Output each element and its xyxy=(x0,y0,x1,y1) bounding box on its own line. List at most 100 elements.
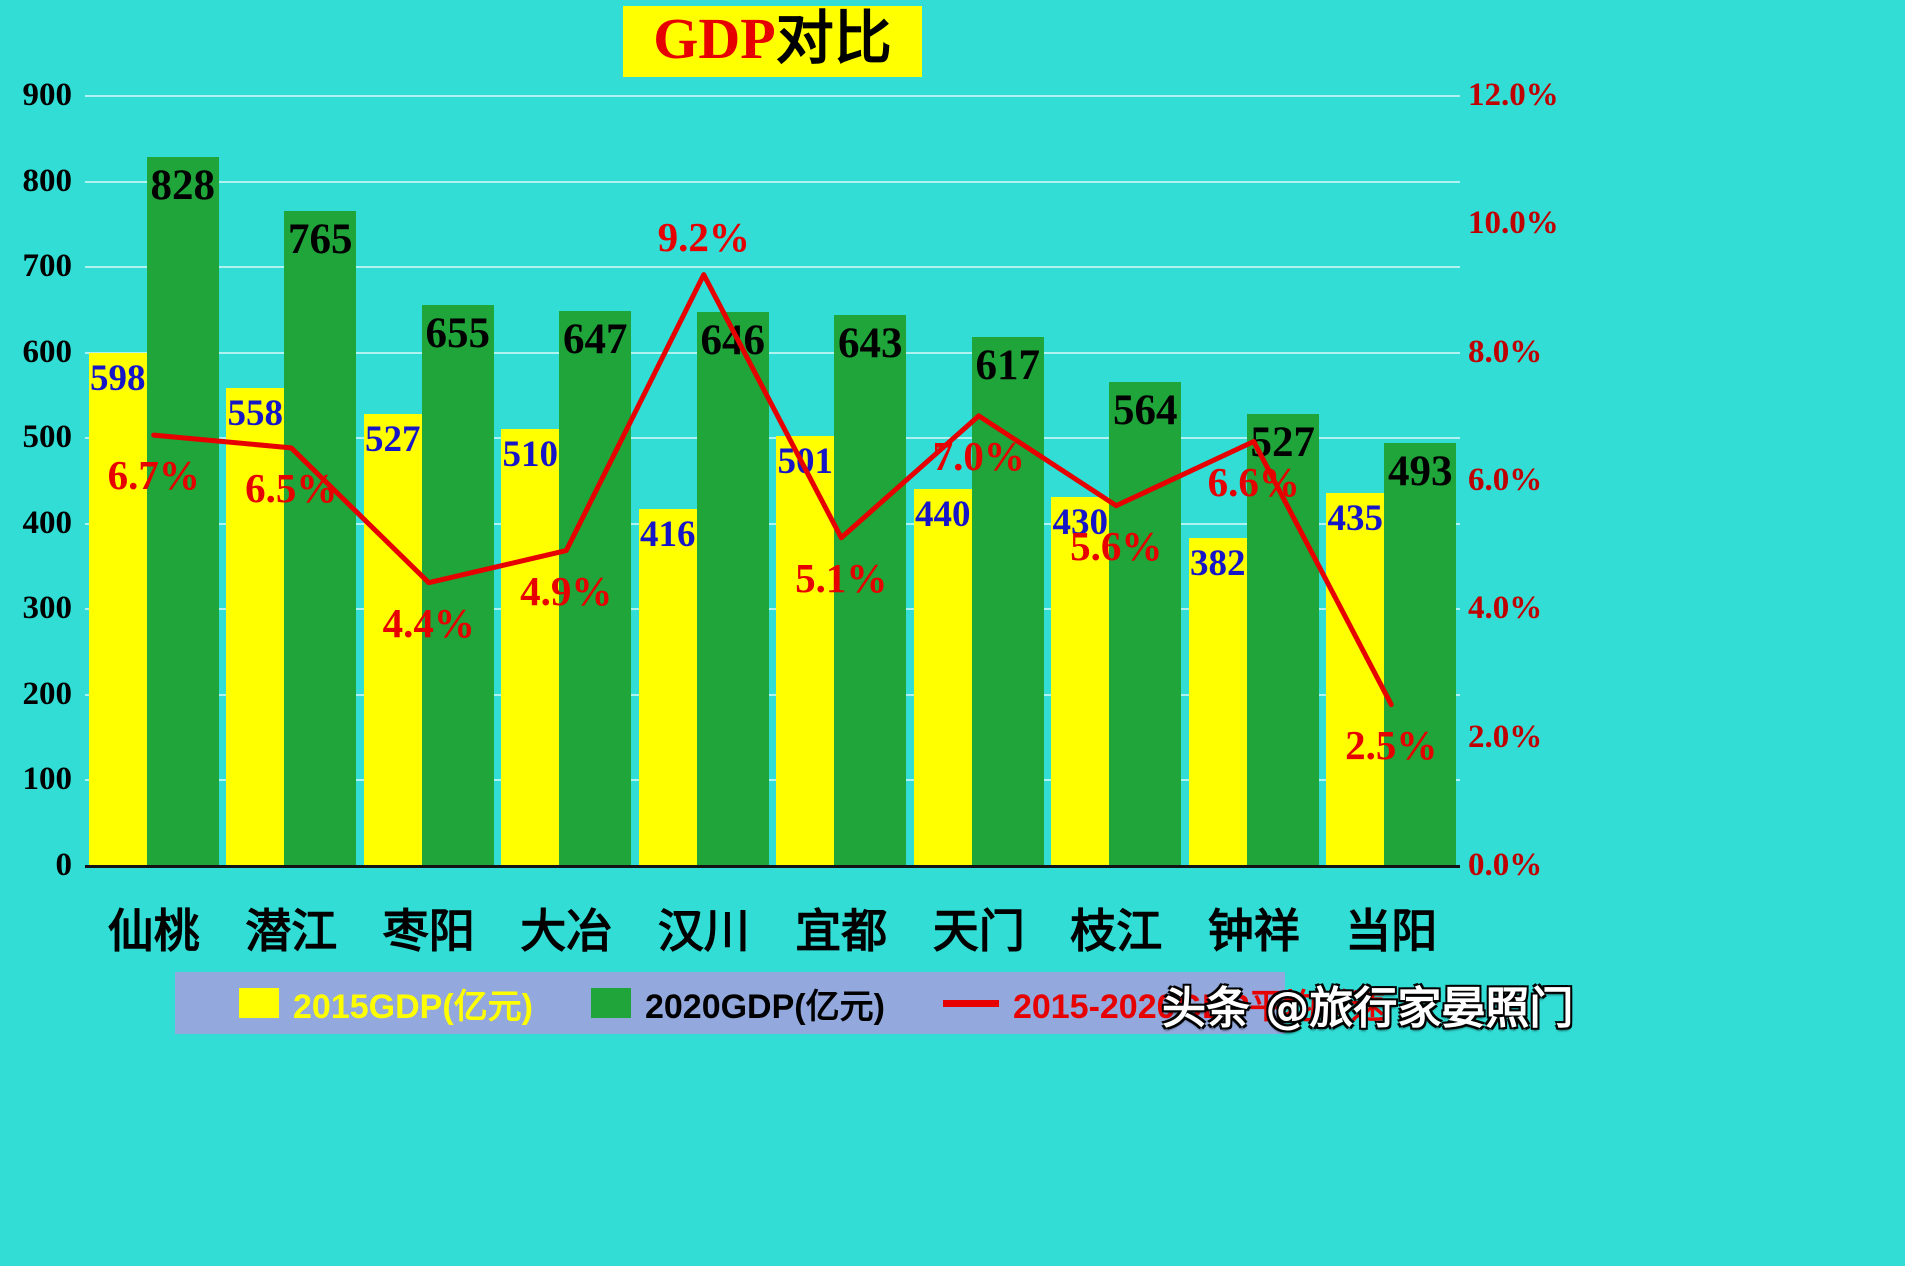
legend-swatch-growth-icon xyxy=(942,999,999,1007)
category-label: 当阳 xyxy=(1345,904,1438,958)
bar-value-2015: 416 xyxy=(640,514,696,556)
bar-2020: 655 xyxy=(421,304,494,865)
bar-2015: 598 xyxy=(88,353,147,865)
category-label: 汉川 xyxy=(657,904,750,958)
bar-group: 558 765 xyxy=(223,95,361,865)
gridline xyxy=(85,266,1460,269)
x-axis-line xyxy=(85,865,1460,868)
axis-tick-left: 200 xyxy=(22,675,73,712)
bar-value-2020: 765 xyxy=(288,215,353,263)
bar-2015: 558 xyxy=(226,387,285,865)
bar-value-2015: 501 xyxy=(777,441,834,483)
bar-value-2020: 828 xyxy=(150,161,216,209)
bar-value-2015: 382 xyxy=(1190,543,1246,585)
watermark: 头条 @旅行家晏照门 xyxy=(1162,983,1574,1034)
axis-tick-left: 300 xyxy=(22,590,73,627)
bar-group: 527 655 xyxy=(360,95,498,865)
bar-2020: 646 xyxy=(696,312,769,865)
category-label: 枝江 xyxy=(1070,904,1163,958)
growth-value-label: 5.1% xyxy=(795,554,888,601)
bar-2015: 430 xyxy=(1051,497,1110,865)
axis-tick-right: 10.0% xyxy=(1468,205,1559,242)
bar-2015: 527 xyxy=(363,414,422,865)
gridline xyxy=(85,779,1460,782)
chart-title-rest: 对比 xyxy=(775,6,892,71)
growth-value-label: 5.6% xyxy=(1070,522,1163,569)
axis-tick-left: 800 xyxy=(22,162,73,199)
legend-swatch-2020-icon xyxy=(590,988,631,1018)
bar-value-2015: 430 xyxy=(1052,502,1109,544)
axis-tick-right: 6.0% xyxy=(1468,462,1543,498)
axis-tick-left: 0 xyxy=(55,847,73,883)
bar-value-2020: 617 xyxy=(975,342,1041,390)
bar-value-2020: 564 xyxy=(1113,387,1178,435)
bar-2015: 510 xyxy=(501,428,560,865)
axis-tick-left: 400 xyxy=(22,504,73,541)
bar-2015: 435 xyxy=(1326,492,1385,865)
bar-value-2020: 493 xyxy=(1388,448,1453,496)
bar-value-2020: 655 xyxy=(425,309,491,357)
axis-tick-left: 600 xyxy=(22,333,73,370)
growth-value-label: 4.4% xyxy=(382,599,475,646)
category-label: 钟祥 xyxy=(1207,904,1300,958)
legend-swatch-2015-icon xyxy=(239,988,279,1018)
bar-value-2015: 558 xyxy=(227,392,284,434)
axis-tick-left: 100 xyxy=(22,761,73,798)
gridline xyxy=(85,180,1460,183)
gridline xyxy=(85,522,1460,525)
bar-value-2015: 440 xyxy=(915,493,971,535)
growth-value-label: 2.5% xyxy=(1345,721,1438,768)
bar-2015: 440 xyxy=(913,488,972,865)
legend-label-2015: 2015GDP(亿元) xyxy=(293,987,533,1026)
category-label: 仙桃 xyxy=(107,904,200,958)
category-label: 宜都 xyxy=(795,904,888,958)
category-label: 枣阳 xyxy=(382,904,475,958)
bar-value-2015: 598 xyxy=(90,358,146,400)
axis-tick-right: 12.0% xyxy=(1468,77,1559,113)
axis-tick-left: 700 xyxy=(22,248,73,285)
axis-tick-right: 0.0% xyxy=(1468,847,1543,883)
legend-label-2020: 2020GDP(亿元) xyxy=(644,987,885,1026)
bar-2020: 765 xyxy=(284,210,357,865)
growth-value-label: 6.7% xyxy=(107,452,200,499)
bar-group: 598 828 xyxy=(85,95,223,865)
bar-2020: 564 xyxy=(1109,382,1182,865)
gridline xyxy=(85,95,1460,97)
growth-value-label: 7.0% xyxy=(932,432,1025,479)
bar-group: 382 527 xyxy=(1185,95,1323,865)
chart-title-box: GDP对比 xyxy=(623,6,922,77)
bar-group: 510 647 xyxy=(498,95,636,865)
axis-tick-right: 2.0% xyxy=(1468,718,1543,755)
chart-title: GDP对比 xyxy=(85,6,1460,77)
bar-2020: 828 xyxy=(146,156,219,865)
axis-tick-left: 500 xyxy=(22,419,73,456)
axis-tick-left: 900 xyxy=(22,77,73,113)
legend: 2015GDP(亿元) 2020GDP(亿元) 2015-2020GDP平均增速 xyxy=(175,972,1385,1034)
bar-value-2015: 510 xyxy=(502,433,559,475)
growth-value-label: 6.6% xyxy=(1207,458,1300,505)
bar-group: 440 617 xyxy=(910,95,1048,865)
bar-group: 501 643 xyxy=(773,95,911,865)
axis-tick-right: 8.0% xyxy=(1468,333,1543,370)
category-label: 潜江 xyxy=(245,904,338,958)
bar-2020: 493 xyxy=(1384,443,1457,865)
plot-area: 598 828 558 765 527 655 510 647 416 646 501 643 440 6… xyxy=(85,95,1461,868)
bar-group: 430 564 xyxy=(1048,95,1186,865)
bar-2015: 382 xyxy=(1188,538,1247,865)
bar-2015: 416 xyxy=(638,509,697,865)
bar-2020: 643 xyxy=(834,314,907,865)
bar-2020: 647 xyxy=(559,311,632,865)
bar-group: 435 493 xyxy=(1323,95,1461,865)
category-label: 大冶 xyxy=(520,904,613,958)
bar-value-2020: 647 xyxy=(563,316,628,364)
growth-value-label: 6.5% xyxy=(245,464,338,511)
chart-title-gdp: GDP xyxy=(653,6,776,71)
bar-2020: 617 xyxy=(971,337,1044,865)
growth-line xyxy=(151,272,1394,708)
growth-value-label: 4.9% xyxy=(520,567,613,614)
axis-tick-right: 4.0% xyxy=(1468,590,1543,627)
legend-item-2015: 2015GDP(亿元) xyxy=(239,979,533,1028)
gridline xyxy=(85,608,1460,611)
gridline xyxy=(85,437,1460,440)
